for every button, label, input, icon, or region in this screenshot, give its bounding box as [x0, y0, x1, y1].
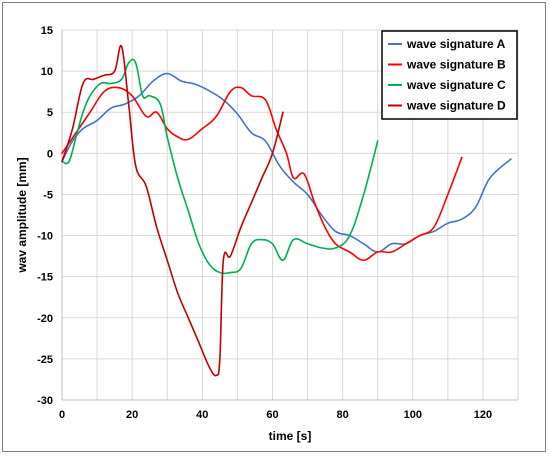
y-tick-label: -15 [37, 272, 53, 284]
y-tick-labels: 15 10 5 0 -5 -10 -15 -20 -25 -30 [37, 25, 53, 407]
y-tick-label: -10 [37, 231, 53, 243]
y-tick-label: -30 [37, 395, 53, 407]
legend-label: wave signature C [406, 78, 506, 92]
legend-label: wave signature A [406, 37, 506, 51]
series-lines [61, 44, 512, 377]
x-tick-label: 100 [404, 409, 422, 421]
x-tick-label: 20 [126, 409, 138, 421]
series-line-d [61, 44, 284, 377]
y-axis-title: wav amplitude [mm] [15, 157, 29, 273]
series-line-c [61, 58, 379, 275]
legend-box [381, 30, 518, 120]
x-tick-labels: 0 20 40 60 80 100 120 [59, 409, 492, 421]
x-tick-label: 60 [266, 409, 278, 421]
y-tick-label: 0 [47, 148, 53, 160]
y-tick-label: -5 [43, 189, 53, 201]
legend-label: wave signature D [406, 99, 506, 113]
axes [61, 30, 518, 401]
y-tick-label: 5 [47, 107, 53, 119]
x-tick-label: 120 [474, 409, 492, 421]
x-tick-label: 0 [59, 409, 65, 421]
y-tick-label: 15 [41, 25, 53, 37]
series-line-b [61, 86, 463, 262]
y-tick-label: 10 [41, 66, 53, 78]
series-line-a [61, 72, 512, 253]
y-tick-label: -20 [37, 313, 53, 325]
legend-label: wave signature B [406, 58, 506, 72]
y-tick-label: -25 [37, 354, 53, 366]
x-tick-label: 40 [196, 409, 208, 421]
legend: wave signature A wave signature B wave sig… [381, 30, 518, 120]
x-tick-label: 80 [336, 409, 348, 421]
x-axis-title: time [s] [269, 429, 312, 443]
